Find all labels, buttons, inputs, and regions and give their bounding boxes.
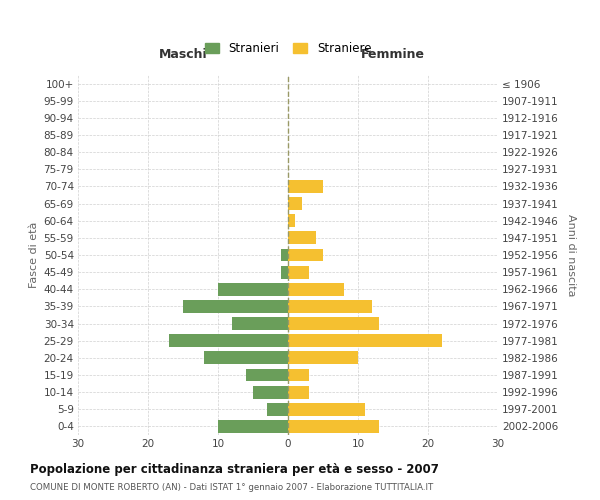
Bar — [288, 248, 323, 262]
Bar — [169, 334, 288, 347]
Bar — [218, 420, 288, 433]
Bar — [267, 403, 288, 415]
Bar — [281, 248, 288, 262]
Bar — [288, 386, 309, 398]
Text: COMUNE DI MONTE ROBERTO (AN) - Dati ISTAT 1° gennaio 2007 - Elaborazione TUTTITA: COMUNE DI MONTE ROBERTO (AN) - Dati ISTA… — [30, 482, 433, 492]
Bar — [288, 197, 302, 210]
Bar — [288, 420, 379, 433]
Bar — [183, 300, 288, 313]
Bar — [288, 300, 372, 313]
Bar — [288, 283, 344, 296]
Bar — [288, 352, 358, 364]
Bar — [218, 283, 288, 296]
Text: Maschi: Maschi — [158, 48, 208, 62]
Bar — [288, 232, 316, 244]
Y-axis label: Anni di nascita: Anni di nascita — [566, 214, 575, 296]
Bar — [288, 368, 309, 382]
Bar — [204, 352, 288, 364]
Bar — [288, 403, 365, 415]
Bar — [288, 334, 442, 347]
Bar — [253, 386, 288, 398]
Text: Popolazione per cittadinanza straniera per età e sesso - 2007: Popolazione per cittadinanza straniera p… — [30, 462, 439, 475]
Bar — [288, 214, 295, 227]
Y-axis label: Fasce di età: Fasce di età — [29, 222, 40, 288]
Legend: Stranieri, Straniere: Stranieri, Straniere — [200, 38, 376, 60]
Bar — [288, 317, 379, 330]
Bar — [246, 368, 288, 382]
Bar — [288, 266, 309, 278]
Bar — [288, 180, 323, 193]
Text: Femmine: Femmine — [361, 48, 425, 62]
Bar — [232, 317, 288, 330]
Bar — [281, 266, 288, 278]
